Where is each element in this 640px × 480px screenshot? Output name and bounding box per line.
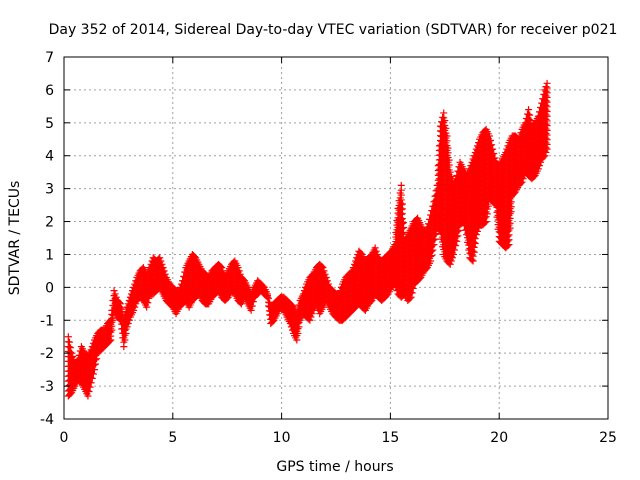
data-point-marker xyxy=(441,117,449,125)
data-point-marker xyxy=(444,144,452,152)
chart-title: Day 352 of 2014, Sidereal Day-to-day VTE… xyxy=(49,22,618,38)
x-axis-label: GPS time / hours xyxy=(276,459,393,475)
data-point-marker xyxy=(489,145,497,153)
data-point-marker xyxy=(321,270,329,278)
x-tick-label: 0 xyxy=(60,430,69,446)
y-tick-label: 2 xyxy=(45,215,54,231)
y-tick-label: -2 xyxy=(40,346,54,362)
data-point-marker xyxy=(156,254,164,262)
y-tick-label: -1 xyxy=(40,313,54,329)
data-point-marker xyxy=(488,141,496,149)
data-point-marker xyxy=(447,173,455,181)
y-axis-label: SDTVAR / TECUs xyxy=(7,181,23,296)
data-point-marker xyxy=(217,263,225,271)
data-point-marker xyxy=(117,300,125,308)
y-tick-label: 1 xyxy=(45,247,54,263)
data-point-marker xyxy=(397,181,405,189)
data-point-marker xyxy=(324,280,332,288)
data-point-marker xyxy=(526,111,534,119)
x-tick-label: 25 xyxy=(599,430,617,446)
data-point-marker xyxy=(69,352,77,360)
data-point-marker xyxy=(490,150,498,158)
data-point-marker xyxy=(373,250,381,258)
data-point-marker xyxy=(159,264,167,272)
data-point-marker xyxy=(486,136,494,144)
data-point-marker xyxy=(371,244,379,252)
y-tick-label: 5 xyxy=(45,116,54,132)
y-tick-label: -4 xyxy=(40,412,54,428)
data-point-marker xyxy=(161,270,169,278)
data-point-marker xyxy=(158,260,166,268)
data-point-marker xyxy=(323,277,331,285)
y-tick-label: 7 xyxy=(45,50,54,66)
y-tick-label: -3 xyxy=(40,379,54,395)
data-point-marker xyxy=(218,264,226,272)
data-point-marker xyxy=(111,290,119,298)
data-point-marker xyxy=(65,338,73,346)
axis-ticks: 0 5 10 15 20 25 -4 -3 -2 -1 0 1 2 3 4 5 6 7 xyxy=(40,50,617,446)
data-point-marker xyxy=(372,247,380,255)
data-point-marker xyxy=(64,333,72,341)
plot-frame xyxy=(63,56,609,420)
data-point-marker xyxy=(234,264,242,272)
data-point-marker xyxy=(112,293,120,301)
data-point-marker xyxy=(322,273,330,281)
data-point-marker xyxy=(67,344,75,352)
data-point-marker xyxy=(319,264,327,272)
data-point-marker xyxy=(446,168,454,176)
y-tick-label: 3 xyxy=(45,182,54,198)
data-point-marker xyxy=(236,270,244,278)
data-point-marker xyxy=(485,132,493,140)
x-tick-label: 20 xyxy=(490,430,508,446)
data-point-marker xyxy=(491,154,499,162)
x-tick-label: 15 xyxy=(381,430,399,446)
data-point-marker xyxy=(445,156,453,164)
data-point-marker xyxy=(118,305,126,313)
data-point-marker xyxy=(442,124,450,132)
data-point-marker xyxy=(115,299,123,307)
data-point-marker xyxy=(398,200,406,208)
y-tick-label: 4 xyxy=(45,149,54,165)
data-point-marker xyxy=(265,294,273,302)
data-point-marker xyxy=(318,263,326,271)
data-point-marker xyxy=(542,83,550,91)
data-point-marker xyxy=(543,79,551,87)
data-point-marker xyxy=(263,290,271,298)
data-point-marker xyxy=(110,287,118,295)
data-point-marker xyxy=(525,106,533,114)
data-point-marker xyxy=(443,132,451,140)
y-tick-label: 0 xyxy=(45,280,54,296)
y-tick-label: 6 xyxy=(45,83,54,99)
data-points xyxy=(64,79,551,400)
x-tick-label: 10 xyxy=(273,430,291,446)
data-point-marker xyxy=(399,219,407,227)
data-point-marker xyxy=(160,267,168,275)
data-point-marker xyxy=(157,257,165,265)
data-point-marker xyxy=(440,109,448,117)
data-point-marker xyxy=(235,267,243,275)
data-point-marker xyxy=(320,267,328,275)
x-tick-label: 5 xyxy=(168,430,177,446)
